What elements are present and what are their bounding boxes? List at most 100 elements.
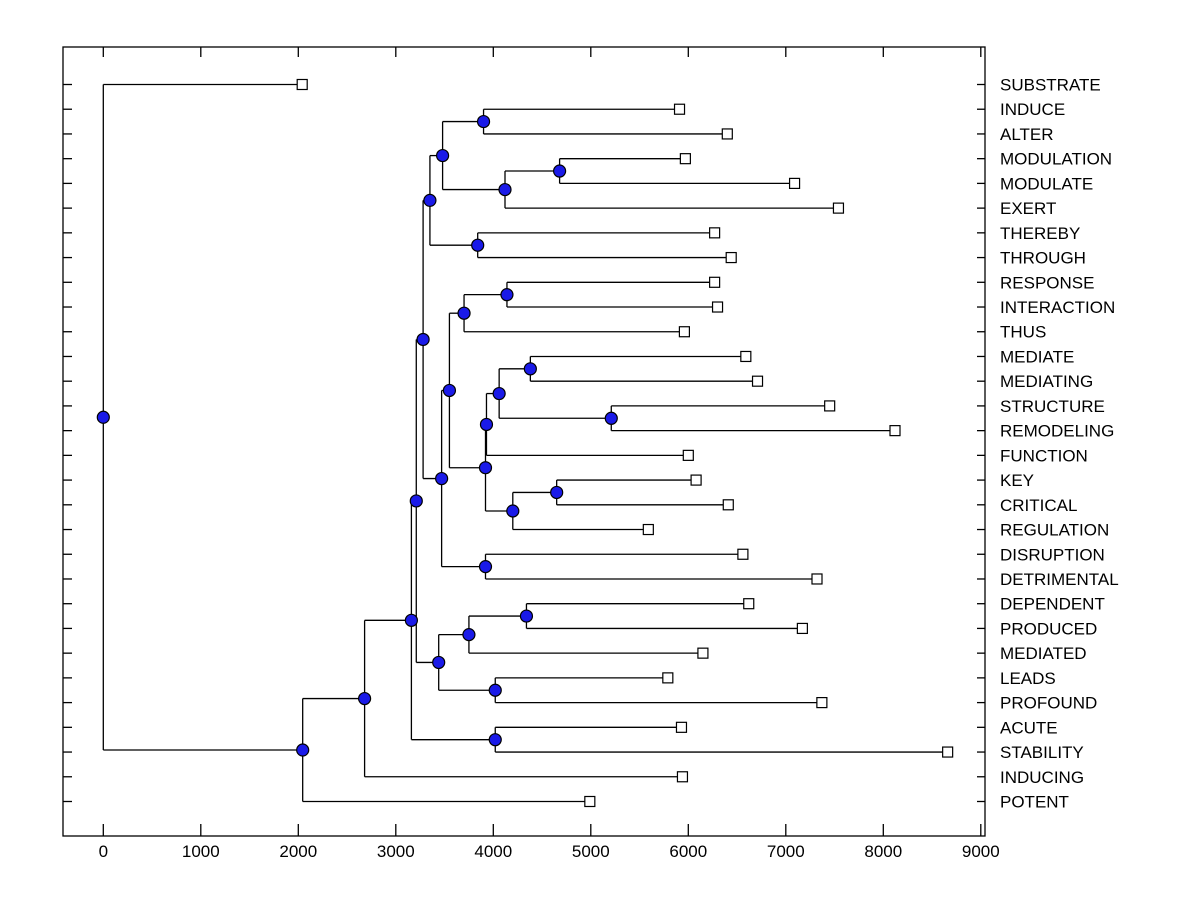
plot-border — [62, 46, 986, 837]
leaf-label: INDUCE — [1000, 100, 1065, 119]
tree-node-dot — [488, 733, 502, 747]
leaf-marker — [751, 375, 764, 387]
leaf-marker — [824, 400, 836, 412]
tree-node-dot — [506, 504, 520, 518]
leaf-marker — [709, 227, 721, 239]
leaf-marker — [725, 251, 737, 264]
leaf-label: STRUCTURE — [1000, 397, 1105, 416]
tree-node-dot — [435, 471, 449, 486]
leaf-label: EXERT — [1000, 199, 1056, 218]
tree-node-dot — [476, 114, 491, 129]
leaf-label: THEREBY — [1000, 224, 1080, 243]
leaf-marker — [832, 202, 845, 214]
leaf-label: ACUTE — [1000, 718, 1058, 737]
tree-node-dot — [552, 164, 567, 178]
x-tick-label: 2000 — [279, 842, 317, 861]
tree-node-dot — [96, 410, 110, 424]
tree-node-dot — [488, 683, 502, 697]
leaf-label: CRITICAL — [1000, 496, 1077, 515]
leaf-marker — [788, 177, 801, 189]
tree-node-dot — [492, 386, 506, 401]
leaf-label: PROFOUND — [1000, 694, 1097, 713]
x-tick-label: 1000 — [182, 842, 220, 861]
x-tick-label: 9000 — [962, 842, 1000, 861]
leaf-marker — [889, 425, 901, 437]
leaf-label: DETRIMENTAL — [1000, 570, 1119, 589]
leaf-label: STABILITY — [1000, 743, 1084, 762]
x-tick-label: 8000 — [864, 842, 902, 861]
leaf-marker — [737, 548, 749, 560]
tree-node-dot — [296, 743, 310, 757]
leaf-label: SUBSTRATE — [1000, 76, 1101, 95]
tree-node-dot — [471, 238, 485, 252]
x-tick-label: 4000 — [474, 842, 512, 861]
tree-node-dot — [442, 383, 457, 398]
leaf-label: INTERACTION — [1000, 298, 1115, 317]
leaf-marker — [584, 795, 596, 808]
leaf-marker — [811, 573, 823, 585]
leaf-marker — [679, 153, 691, 165]
leaf-marker — [722, 499, 734, 511]
tree-node-dot — [462, 628, 476, 642]
tree-node-dot — [416, 332, 430, 347]
x-tick-label: 3000 — [377, 842, 415, 861]
leaf-label: ALTER — [1000, 125, 1054, 144]
leaf-label: REGULATION — [1000, 521, 1109, 540]
x-tick-label: 5000 — [572, 842, 610, 861]
leaf-label: MODULATION — [1000, 150, 1112, 169]
leaf-marker — [673, 103, 686, 115]
tree-node-dot — [478, 560, 493, 574]
leaf-marker — [662, 672, 674, 684]
leaf-label: KEY — [1000, 471, 1034, 490]
leaf-marker — [711, 301, 724, 313]
leaf-marker — [740, 350, 752, 363]
leaf-marker — [675, 721, 688, 733]
tree-node-dot — [423, 193, 437, 207]
leaf-label: MEDIATED — [1000, 644, 1087, 663]
x-tick-label: 6000 — [669, 842, 707, 861]
leaf-label: LEADS — [1000, 669, 1056, 688]
tree-node-dot — [523, 362, 537, 376]
leaf-label: DEPENDENT — [1000, 595, 1105, 614]
tree-node-dot — [500, 288, 514, 302]
tree-node-dot — [436, 148, 450, 163]
tree-node-dot — [604, 411, 618, 425]
leaf-marker — [942, 746, 954, 758]
leaf-label: FUNCTION — [1000, 446, 1088, 465]
leaf-marker — [709, 276, 721, 288]
leaf-marker — [697, 647, 709, 659]
x-tick-label: 0 — [99, 842, 108, 861]
leaf-label: PRODUCED — [1000, 619, 1097, 638]
tree-node-dot — [479, 417, 494, 432]
leaf-marker — [642, 523, 654, 536]
tree-node-dot — [404, 613, 418, 627]
leaf-marker — [796, 622, 808, 635]
tree-node-dot — [478, 461, 493, 475]
leaf-marker — [816, 696, 828, 709]
leaf-marker — [296, 78, 308, 91]
leaf-marker — [690, 474, 702, 486]
tree-node-dot — [550, 485, 564, 500]
leaf-label: INDUCING — [1000, 768, 1084, 787]
tree-node-dot — [409, 494, 423, 508]
leaf-marker — [721, 128, 733, 140]
tree-node-dot — [457, 306, 471, 320]
leaf-marker — [678, 326, 691, 338]
leaf-label: THUS — [1000, 323, 1046, 342]
leaf-label: RESPONSE — [1000, 273, 1094, 292]
leaf-marker — [676, 771, 689, 783]
leaf-label: THROUGH — [1000, 249, 1086, 268]
leaf-label: MEDIATE — [1000, 347, 1074, 366]
tree-node-dot — [432, 655, 446, 670]
leaf-label: POTENT — [1000, 792, 1069, 811]
x-tick-label: 7000 — [767, 842, 805, 861]
leaf-label: REMODELING — [1000, 422, 1114, 441]
tree-node-dot — [358, 691, 372, 706]
leaf-marker — [743, 598, 755, 610]
leaf-label: MEDIATING — [1000, 372, 1093, 391]
leaf-marker — [682, 449, 694, 461]
tree-node-dot — [519, 609, 534, 623]
tree-node-dot — [498, 182, 512, 197]
